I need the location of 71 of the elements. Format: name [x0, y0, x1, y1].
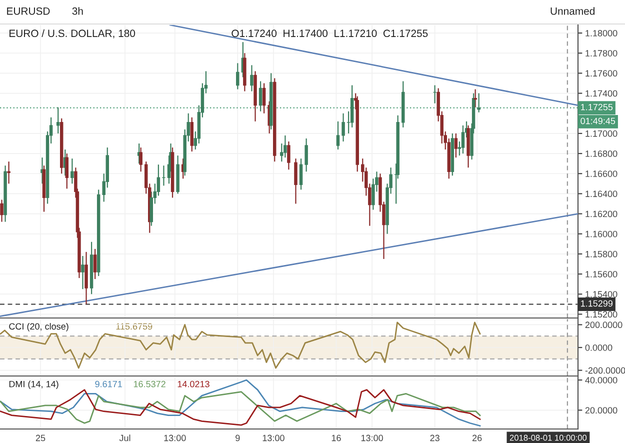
x-tick-label: 26 [472, 434, 482, 442]
chart-title: CCI (20, close) [9, 322, 68, 332]
y-tick-label: 1.15400 [586, 291, 618, 298]
candlestick [477, 92, 480, 113]
candlestick [56, 106, 60, 134]
x-tick-label: 13:00 [262, 434, 284, 442]
y-tick-label: 1.16400 [586, 190, 618, 198]
y-tick-label: 1.15600 [586, 270, 618, 278]
text: 01:49:45 [580, 118, 616, 124]
x-tick-label: 25 [36, 434, 46, 442]
y-tick-label: 1.16800 [586, 150, 618, 157]
x-tick-label: 16 [332, 434, 341, 442]
candlestick [162, 165, 166, 186]
candlestick [190, 116, 194, 152]
annotation: 14.0213 [178, 380, 210, 388]
candlestick [294, 158, 298, 204]
x-tick-label: 13:00 [361, 434, 383, 442]
y-tick-label: 1.16000 [586, 230, 618, 238]
candlestick [461, 124, 465, 154]
candlestick [258, 80, 262, 112]
candlestick [70, 158, 74, 184]
y-tick-label: 40.0000 [585, 376, 618, 384]
candlestick [0, 199, 4, 222]
y-tick-label: 1.17600 [586, 70, 618, 77]
candlestick [250, 64, 254, 92]
chart-title: DMI (14, 14) [9, 380, 58, 390]
text: 3h [72, 7, 83, 15]
candlestick [433, 84, 436, 104]
candlestick [65, 152, 69, 190]
y-tick-label: 1.15800 [586, 250, 618, 258]
x-tick-label: 13:00 [164, 434, 186, 442]
line-series [0, 322, 481, 369]
y-tick-label: 1.16600 [586, 170, 618, 177]
text: Unnamed [550, 7, 594, 15]
ref-line-label: 1.17255 [581, 104, 613, 110]
y-tick-label: 20.0000 [585, 407, 618, 414]
y-tick-label: 0.0000 [585, 344, 612, 351]
candlestick [299, 158, 303, 190]
candlestick [336, 120, 340, 150]
candlestick [284, 134, 287, 158]
y-tick-label: 1.18000 [586, 30, 618, 36]
y-tick-label: 1.17000 [586, 130, 618, 137]
candlestick [287, 140, 290, 170]
y-tick-label: 1.17400 [586, 90, 618, 97]
annotation: 16.5372 [134, 380, 166, 388]
chart-subtitle: O1.17240 H1.17400 L1.17210 C1.17255 [232, 30, 428, 38]
x-tick-label: 9 [236, 434, 240, 442]
x-tick-label: 23 [430, 434, 440, 442]
candlestick [93, 248, 97, 280]
y-tick-label: 1.15200 [586, 311, 618, 318]
candlestick [81, 255, 84, 290]
candlestick [7, 161, 10, 184]
x-tick-label: Jul [119, 434, 130, 442]
line-series [0, 379, 481, 427]
candlestick [236, 62, 240, 90]
y-tick-label: 1.17800 [586, 50, 618, 56]
y-tick-label: -200.0000 [585, 367, 625, 374]
candlestick [474, 88, 477, 108]
ref-line-label: 1.15299 [581, 300, 613, 307]
candlestick [84, 251, 88, 305]
annotation: 9.6171 [95, 380, 122, 388]
chart-title: EURO / U.S. DOLLAR, 180 [10, 29, 136, 38]
candlestick [454, 132, 458, 158]
text: EURUSD [7, 7, 50, 15]
candlestick [342, 112, 345, 142]
y-tick-label: 1.16200 [586, 210, 618, 218]
candlestick [139, 146, 142, 172]
candlestick [304, 138, 308, 172]
ref-line-label: 2018-08-01 10:00:00 [510, 434, 587, 441]
candlestick [262, 82, 266, 114]
y-tick-label: 200.0000 [585, 322, 622, 328]
